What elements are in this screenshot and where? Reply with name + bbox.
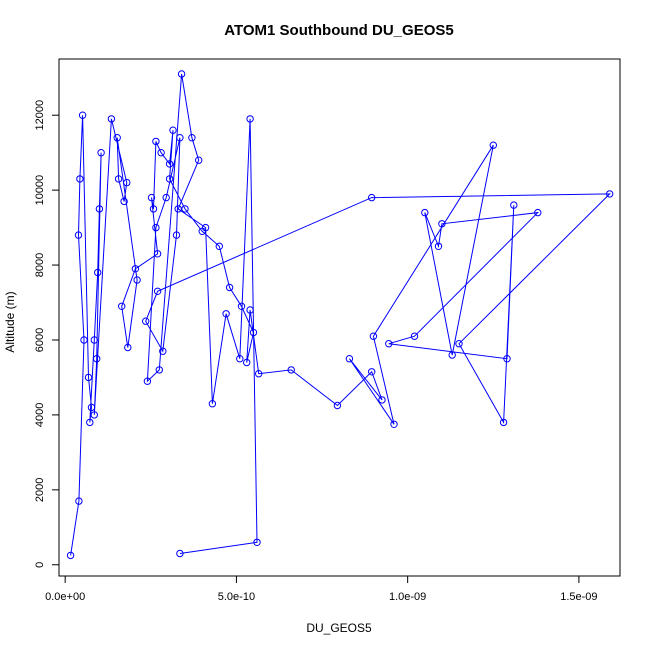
data-point — [606, 190, 614, 198]
data-point — [378, 396, 386, 404]
data-point — [421, 208, 429, 217]
data-point — [455, 340, 463, 348]
data-point — [489, 141, 497, 149]
data-point — [80, 336, 88, 344]
data-point — [74, 231, 83, 239]
x-tick-label: 1.5e-09 — [560, 591, 597, 603]
data-point — [157, 149, 165, 157]
data-point — [174, 205, 182, 213]
data-point — [434, 242, 443, 251]
data-point — [165, 175, 174, 183]
chart-title: ATOM1 Southbound DU_GEOS5 — [224, 22, 453, 39]
data-point — [222, 310, 230, 318]
data-point — [87, 403, 96, 412]
x-axis-label: DU_GEOS5 — [306, 621, 372, 635]
data-point — [159, 347, 167, 355]
data-point — [195, 156, 203, 164]
data-point — [118, 302, 126, 310]
data-point — [120, 197, 128, 206]
data-point — [162, 193, 170, 202]
data-point — [499, 418, 508, 427]
data-point — [438, 220, 446, 228]
data-point — [253, 538, 261, 546]
data-point — [534, 208, 542, 217]
data-point — [243, 358, 251, 367]
data-point — [503, 355, 511, 363]
data-point — [143, 377, 152, 385]
data-point — [510, 201, 518, 209]
y-axis-label: Altitude (m) — [3, 291, 17, 352]
data-point — [236, 355, 244, 363]
data-point — [410, 332, 419, 340]
data-point — [176, 549, 184, 558]
data-point — [448, 351, 456, 359]
data-point — [153, 287, 162, 295]
data-point — [345, 355, 354, 363]
data-point — [333, 401, 342, 410]
y-tick-label: 12000 — [34, 100, 46, 131]
data-point — [165, 160, 174, 168]
data-point — [131, 265, 140, 273]
data-point — [133, 276, 141, 284]
data-point — [78, 111, 87, 119]
x-tick-label: 1.0e-09 — [389, 591, 426, 603]
data-point — [215, 242, 224, 251]
data-point — [93, 355, 101, 363]
y-tick-label: 2000 — [34, 478, 46, 502]
data-point — [177, 70, 186, 78]
data-point — [124, 343, 132, 352]
data-point — [86, 418, 94, 427]
data-point — [142, 317, 150, 325]
data-point — [76, 175, 84, 183]
data-point — [147, 193, 156, 202]
plot-frame — [58, 58, 621, 577]
data-point — [225, 283, 234, 292]
data-point — [90, 336, 99, 344]
data-point — [153, 250, 162, 258]
data-point — [246, 115, 254, 123]
data-point — [152, 137, 160, 146]
data-point — [94, 268, 102, 277]
data-point — [66, 551, 75, 560]
data-point — [113, 134, 121, 142]
data-point — [152, 223, 160, 232]
data-point — [176, 134, 184, 142]
data-point — [249, 328, 258, 337]
x-tick-label: 0.0e+00 — [45, 591, 85, 603]
y-tick-label: 0 — [34, 562, 46, 568]
data-point — [123, 178, 131, 187]
data-point — [237, 302, 246, 310]
data-point — [368, 193, 376, 202]
data-point — [188, 134, 196, 142]
data-point — [95, 205, 104, 213]
data-point — [97, 149, 105, 157]
data-point — [201, 223, 210, 232]
data-point — [75, 497, 83, 505]
data-point — [90, 411, 99, 419]
y-tick-label: 8000 — [34, 253, 46, 277]
series-line — [70, 73, 611, 556]
data-point — [169, 126, 177, 134]
data-point — [369, 332, 378, 340]
y-tick-label: 4000 — [34, 403, 46, 427]
data-point — [155, 366, 164, 374]
data-point — [390, 420, 398, 428]
data-point — [107, 115, 116, 123]
data-point — [246, 306, 254, 314]
data-point — [368, 368, 376, 376]
data-point — [287, 366, 295, 374]
x-tick-label: 5.0e-10 — [218, 591, 255, 603]
data-series — [66, 70, 614, 560]
data-point — [208, 400, 217, 408]
data-point — [149, 205, 158, 213]
y-tick-label: 10000 — [34, 175, 46, 206]
data-point — [114, 175, 123, 183]
data-point — [172, 231, 181, 239]
y-tick-label: 6000 — [34, 328, 46, 352]
data-point — [255, 370, 263, 378]
data-point — [84, 373, 93, 382]
data-point — [385, 340, 393, 348]
